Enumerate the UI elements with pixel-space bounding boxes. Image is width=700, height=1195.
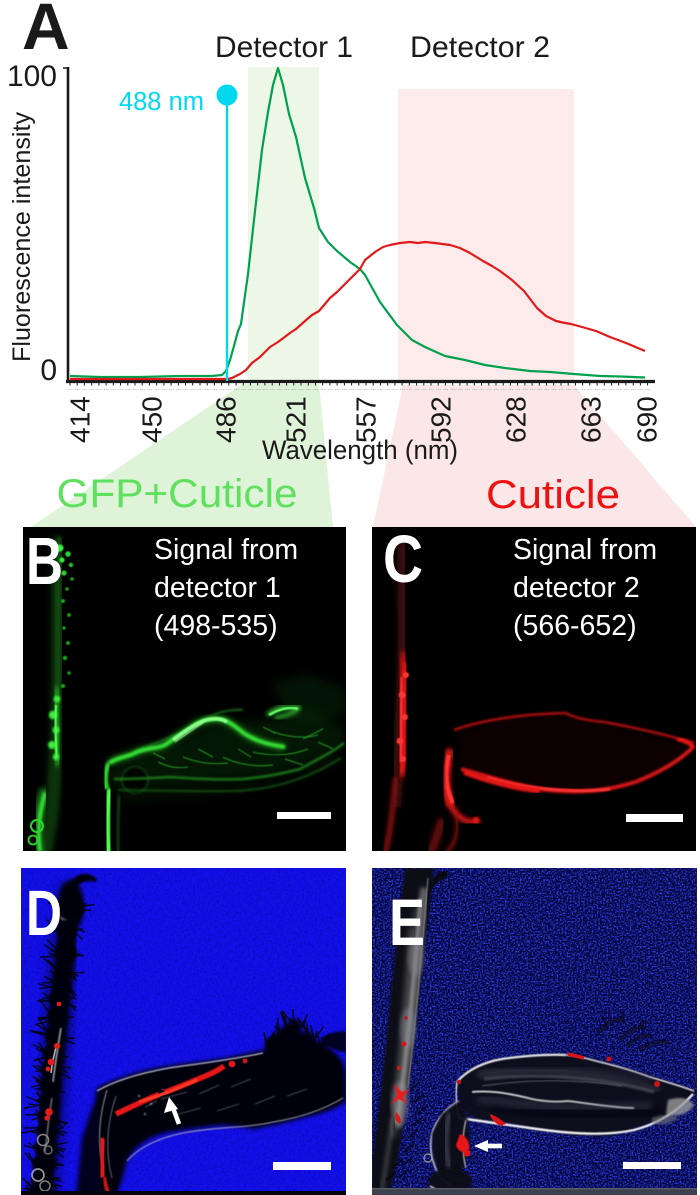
svg-text:E: E <box>389 885 425 959</box>
svg-text:Detector 1: Detector 1 <box>215 31 353 64</box>
svg-text:557: 557 <box>351 396 382 443</box>
svg-text:(566-652): (566-652) <box>513 610 637 642</box>
svg-text:C: C <box>383 522 423 597</box>
svg-text:450: 450 <box>137 396 168 443</box>
svg-text:100: 100 <box>7 60 57 93</box>
svg-text:521: 521 <box>281 396 312 443</box>
svg-text:Signal from: Signal from <box>513 534 657 566</box>
svg-text:Fluorescence intensity: Fluorescence intensity <box>8 112 36 362</box>
svg-text:414: 414 <box>65 396 96 443</box>
svg-text:D: D <box>26 877 62 949</box>
svg-text:486: 486 <box>211 396 242 443</box>
svg-text:detector 2: detector 2 <box>513 572 640 604</box>
svg-text:592: 592 <box>426 396 457 443</box>
svg-text:663: 663 <box>576 396 607 443</box>
svg-text:Detector 2: Detector 2 <box>410 31 550 64</box>
svg-text:detector 1: detector 1 <box>154 572 281 604</box>
svg-text:Signal from: Signal from <box>154 534 298 566</box>
svg-text:Wavelength (nm): Wavelength (nm) <box>262 435 458 465</box>
svg-text:GFP+Cuticle: GFP+Cuticle <box>57 472 298 516</box>
svg-text:Cuticle: Cuticle <box>486 473 620 517</box>
svg-text:B: B <box>26 524 63 599</box>
svg-text:488 nm: 488 nm <box>119 88 204 116</box>
svg-text:A: A <box>22 0 70 63</box>
svg-text:690: 690 <box>632 396 663 443</box>
svg-text:(498-535): (498-535) <box>154 610 278 642</box>
svg-text:0: 0 <box>40 354 57 387</box>
svg-text:628: 628 <box>501 396 532 443</box>
